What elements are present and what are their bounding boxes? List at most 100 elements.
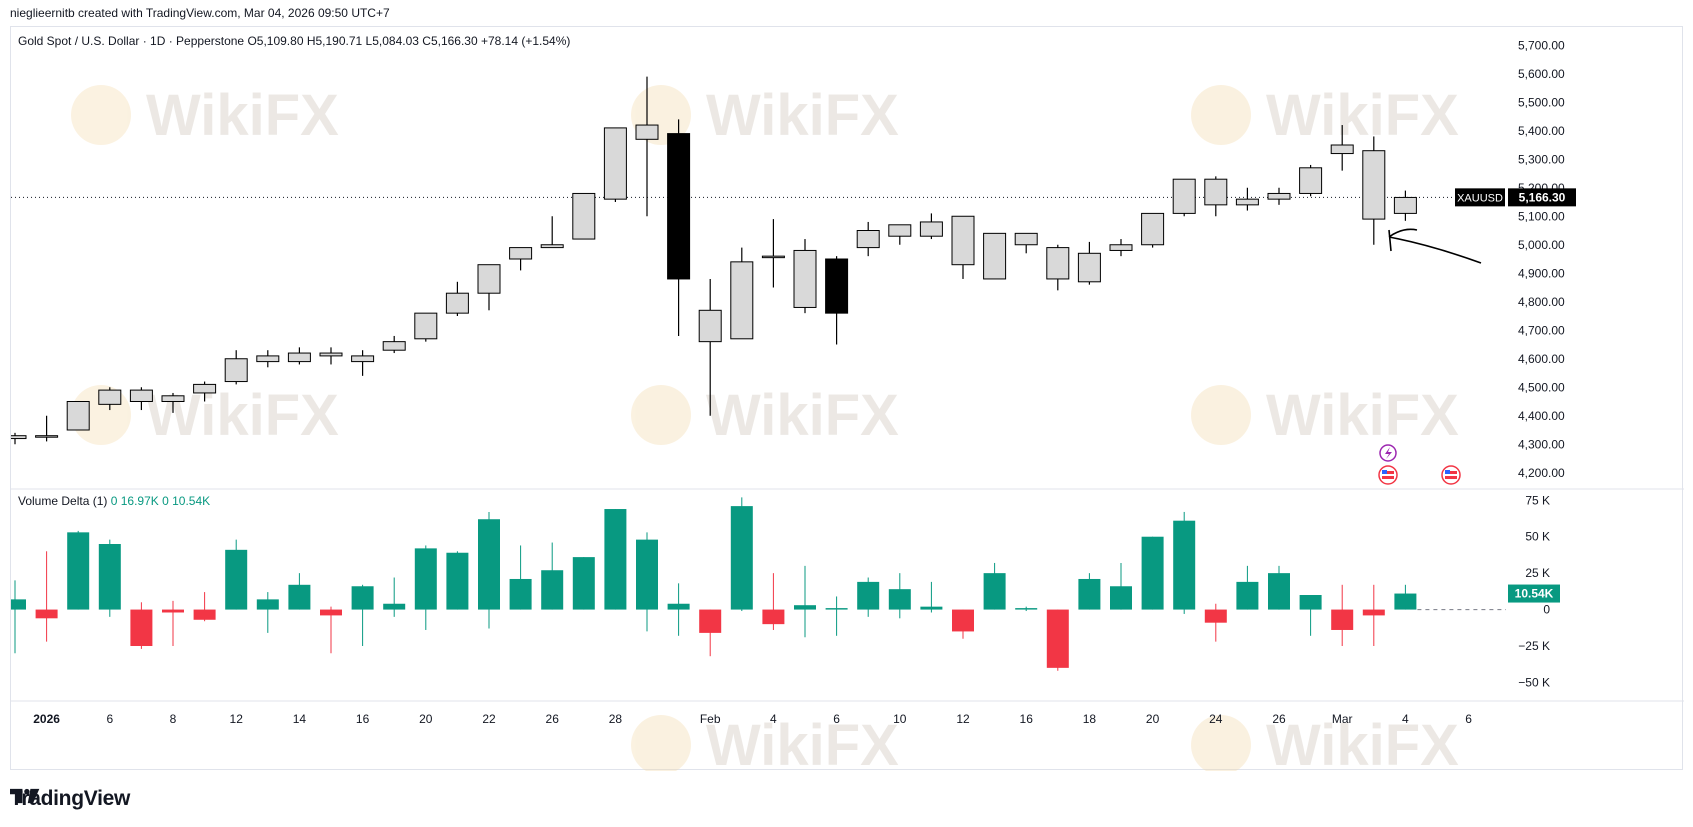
candle-body	[66, 401, 90, 431]
volume-body	[1078, 578, 1101, 610]
volume-body	[1236, 581, 1259, 610]
watermark-text: WikiFX	[146, 83, 339, 148]
price-tick-label: 4,900.00	[1518, 266, 1565, 280]
legend-item: Gold Spot / U.S. Dollar · 1D · Peppersto…	[18, 34, 244, 48]
watermark-text: WikiFX	[1266, 383, 1459, 448]
candle-body	[635, 124, 659, 140]
candle	[414, 312, 438, 342]
candle-body	[919, 221, 943, 237]
volume-bar	[541, 542, 564, 610]
candle	[445, 281, 469, 316]
candle	[66, 401, 90, 431]
candle-body	[414, 312, 438, 340]
volume-bar	[1299, 595, 1322, 636]
price-tick-label: 5,600.00	[1518, 67, 1565, 81]
volume-body	[478, 519, 500, 610]
volume-bar	[288, 573, 311, 610]
candle-body	[1109, 244, 1133, 251]
volume-body	[193, 609, 216, 620]
candle-body	[129, 389, 153, 403]
volume-legend-value: 10.54K	[169, 494, 210, 508]
volume-body	[888, 589, 911, 610]
volume-tick-label: 25 K	[1525, 566, 1550, 580]
watermark-5: WikiFX	[1191, 383, 1459, 448]
volume-body	[35, 609, 58, 619]
volume-legend-title: Volume Delta (1)	[18, 494, 107, 508]
candle	[540, 216, 564, 249]
volume-body	[351, 586, 374, 610]
volume-body	[67, 532, 90, 610]
volume-tick-label: −50 K	[1518, 675, 1550, 689]
x-tick-label: 16	[1020, 712, 1034, 726]
x-tick-label: 20	[1146, 712, 1160, 726]
x-tick-label: 24	[1209, 712, 1223, 726]
volume-body	[446, 552, 469, 610]
tradingview-brand: TradingView	[10, 786, 130, 812]
candle-body	[540, 244, 564, 249]
candle	[1393, 190, 1417, 221]
volume-body	[1204, 609, 1227, 623]
candle-body	[287, 352, 311, 363]
x-tick-label: 12	[230, 712, 244, 726]
volume-bar	[509, 545, 532, 610]
watermark-text: WikiFX	[1266, 713, 1459, 771]
candle	[603, 127, 627, 202]
chart-container[interactable]: WikiFX WikiFX WikiFX WikiFX WikiFX WikiFX Wiki…	[10, 26, 1684, 771]
candle-body	[1204, 178, 1228, 206]
price-tick-label: 5,700.00	[1518, 38, 1565, 52]
volume-body	[983, 573, 1006, 610]
volume-bar	[983, 562, 1006, 610]
candle-body	[951, 215, 975, 266]
volume-body	[162, 609, 184, 613]
candle-body	[98, 389, 122, 405]
volume-body	[1331, 609, 1354, 630]
price-volume-chart[interactable]: WikiFX WikiFX WikiFX WikiFX WikiFX WikiFX Wiki…	[11, 27, 1684, 771]
volume-legend-value: 16.97K	[117, 494, 158, 508]
candle-body	[35, 435, 59, 438]
brand-name: TradingView	[10, 787, 131, 810]
volume-bar	[383, 577, 406, 617]
volume-bar	[572, 557, 595, 610]
price-tick-label: 5,500.00	[1518, 95, 1565, 109]
volume-legend: Volume Delta (1) 0 16.97K 0 10.54K	[18, 494, 210, 508]
x-tick-label: 6	[1465, 712, 1472, 726]
candle	[572, 192, 596, 240]
watermark-logo-icon	[71, 85, 131, 145]
candle	[98, 387, 122, 411]
volume-body	[699, 609, 722, 633]
volume-tick-label: 50 K	[1525, 530, 1550, 544]
candle	[351, 350, 375, 376]
volume-bar	[1394, 584, 1417, 610]
volume-body	[288, 584, 311, 610]
volume-label: 10.54K	[1515, 587, 1554, 601]
candle	[224, 350, 248, 385]
candle-body	[730, 261, 754, 340]
volume-body	[1362, 609, 1385, 616]
x-tick-label: 2026	[33, 712, 60, 726]
watermark-text: WikiFX	[146, 383, 339, 448]
price-tick-label: 4,400.00	[1518, 409, 1565, 423]
candle	[11, 432, 27, 445]
candle-body	[856, 230, 880, 249]
volume-bar	[762, 573, 785, 630]
candle	[1172, 178, 1196, 217]
candle	[161, 392, 185, 413]
price-tick-label: 4,600.00	[1518, 352, 1565, 366]
candle	[1204, 176, 1228, 217]
volume-bar	[446, 551, 469, 610]
volume-body	[383, 603, 406, 610]
watermark-6: WikiFX	[631, 713, 899, 771]
volume-body	[794, 605, 816, 610]
legend-item: +78.14 (+1.54%)	[478, 34, 571, 48]
volume-body	[1110, 586, 1132, 610]
x-tick-label: Mar	[1332, 712, 1353, 726]
candle-body	[603, 127, 627, 200]
watermark-7: WikiFX	[1191, 713, 1459, 771]
volume-tick-label: 75 K	[1525, 493, 1550, 507]
x-tick-label: 26	[1272, 712, 1286, 726]
volume-bar	[636, 532, 658, 632]
x-tick-label: 10	[893, 712, 907, 726]
watermark-text: WikiFX	[706, 383, 899, 448]
candle	[1014, 232, 1038, 254]
volume-bar	[225, 539, 248, 610]
